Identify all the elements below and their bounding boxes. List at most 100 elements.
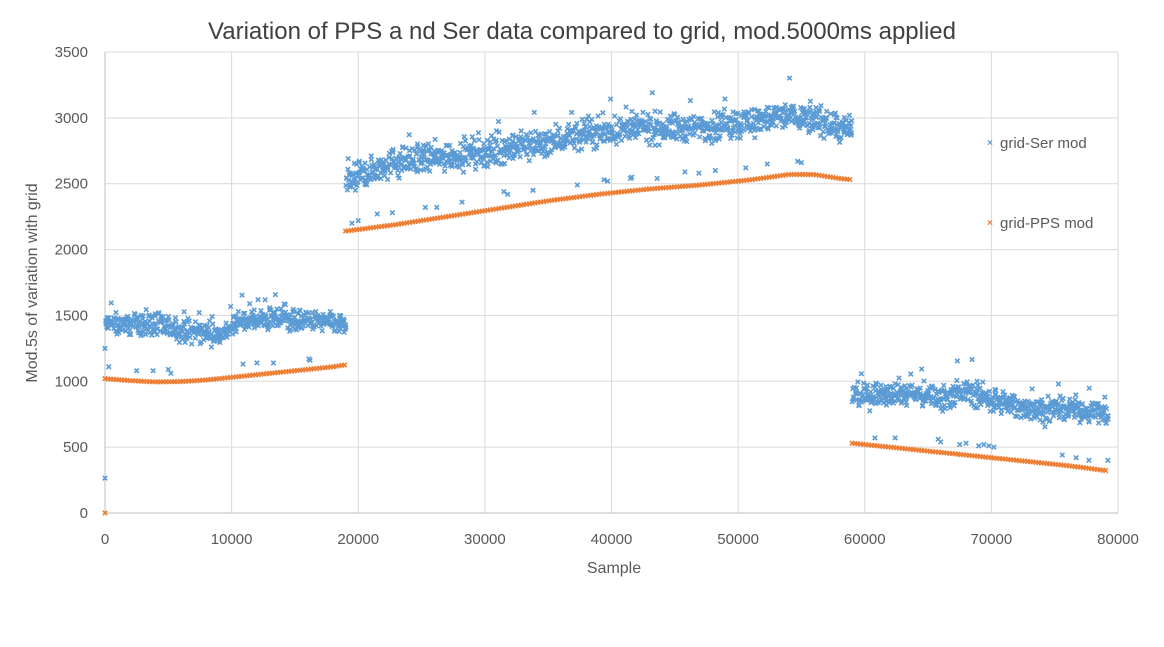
ser-data-point (648, 116, 654, 122)
ser-data-point-outlier (892, 435, 898, 441)
ser-data-point (272, 309, 278, 316)
ser-data-point (134, 314, 141, 320)
ser-data-point-outlier (1105, 457, 1111, 464)
ser-data-point (297, 307, 303, 314)
ser-data-point (581, 127, 588, 133)
ser-data-point (727, 135, 734, 142)
ser-data-point (490, 145, 497, 152)
ser-data-point (426, 168, 433, 174)
ser-data-point (397, 150, 403, 157)
ser-data-point (233, 313, 239, 319)
ser-data-point (807, 104, 813, 111)
ser-data-point (721, 106, 728, 112)
ser-data-point (337, 325, 343, 331)
ser-data-point (752, 134, 758, 141)
ser-data-point (737, 135, 744, 142)
ser-data-point (687, 97, 694, 104)
ser-data-point (187, 334, 193, 340)
ser-data-point-outlier (168, 370, 174, 377)
ser-data-point-outlier (165, 366, 172, 373)
axes (104, 52, 1118, 514)
ser-data-point (149, 315, 155, 321)
ser-data-point (496, 129, 502, 135)
ser-data-point (740, 127, 747, 133)
ser-data-point (182, 339, 188, 346)
ser-data-point (188, 341, 195, 347)
ser-data-point (1038, 396, 1045, 403)
ser-data-point (650, 135, 656, 141)
ser-data-point (345, 166, 351, 173)
ser-data-point (675, 119, 682, 125)
ser-data-point (617, 115, 624, 122)
ser-data-point (516, 147, 522, 153)
ser-data-point (699, 128, 706, 134)
ser-data-point (645, 126, 651, 133)
ser-data-point (574, 120, 580, 127)
ser-data-point (657, 109, 664, 115)
ser-data-point (665, 131, 671, 138)
ser-data-point-outlier (254, 360, 260, 366)
ser-data-point (526, 157, 533, 164)
ser-data-point (414, 168, 421, 175)
legend-label: grid-Ser mod (1000, 135, 1087, 152)
ser-data-point (711, 109, 718, 115)
ser-data-point (653, 130, 660, 137)
ser-data-point-outlier (374, 211, 381, 217)
x-tick-label: 40000 (591, 531, 633, 548)
ser-data-point (633, 112, 640, 118)
ser-data-point (506, 155, 512, 161)
ser-data-point (583, 139, 589, 145)
ser-data-point (773, 123, 780, 129)
ser-data-point (547, 149, 554, 156)
ser-data-point (733, 116, 739, 123)
ser-data-point (291, 308, 298, 315)
ser-data-point (918, 366, 925, 372)
ser-data-point (674, 114, 681, 120)
ser-data-point (251, 325, 258, 331)
ser-data-point-outlier (682, 169, 688, 175)
ser-data-point (954, 377, 960, 384)
ser-data-point (696, 134, 703, 140)
ser-data-point (600, 109, 606, 116)
data-points (102, 75, 1111, 516)
ser-data-point (846, 112, 853, 119)
ser-data-point (523, 131, 530, 138)
ser-data-point (319, 327, 325, 334)
ser-data-point (452, 149, 458, 156)
ser-data-point (227, 303, 234, 310)
ser-data-point (555, 128, 561, 134)
ser-data-point (568, 109, 575, 116)
ser-data-point (575, 147, 581, 154)
ser-data-point (172, 315, 179, 321)
ser-data-point (896, 375, 902, 381)
legend-marker-icon: × (987, 138, 993, 149)
ser-data-point (643, 137, 650, 143)
ser-data-point (126, 331, 133, 338)
ser-data-point (518, 128, 524, 134)
ser-data-point (593, 145, 600, 151)
ser-data-point (343, 182, 349, 189)
ser-data-point (241, 326, 248, 333)
ser-data-point (368, 153, 374, 159)
ser-data-point (732, 129, 738, 135)
ser-data-point (706, 133, 713, 140)
x-tick-label: 50000 (717, 531, 759, 548)
ser-data-point (342, 322, 349, 328)
ser-data-point (716, 136, 722, 142)
legend-item-grid-pps-mod: × grid-PPS mod (986, 215, 1093, 232)
ser-data-point (406, 132, 412, 138)
x-tick-label: 10000 (211, 531, 253, 548)
ser-data-point-outlier (956, 441, 963, 448)
ser-data-point (623, 104, 629, 110)
ser-data-point (205, 324, 212, 331)
ser-data-point (181, 308, 187, 315)
ser-data-point-outlier (270, 360, 277, 366)
ser-data-point (821, 135, 827, 141)
ser-data-point (527, 137, 533, 143)
x-tick-label: 70000 (971, 531, 1013, 548)
ser-data-point (686, 131, 693, 137)
ser-data-point (476, 137, 482, 143)
x-tick-label: 80000 (1097, 531, 1139, 548)
ser-data-point-outlier (712, 167, 719, 174)
ser-data-point (235, 308, 242, 315)
